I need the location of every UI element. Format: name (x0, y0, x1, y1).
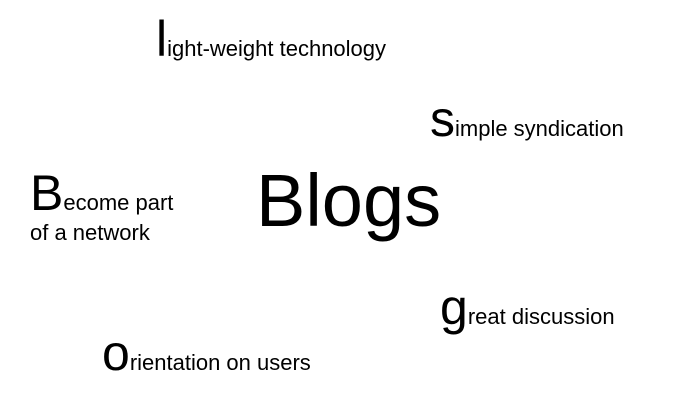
phrase-orientation-on-users: orientation on users (102, 328, 311, 378)
phrase-initial-letter: o (102, 325, 130, 381)
phrase-rest-text: rientation on users (129, 350, 311, 375)
phrase-rest-text: ecome part (63, 190, 174, 215)
center-word-blogs: Blogs (256, 159, 442, 242)
phrase-initial-letter: g (440, 279, 468, 335)
phrase-initial-letter: B (30, 165, 64, 221)
phrase-great-discussion: great discussion (440, 282, 615, 332)
phrase-initial-letter: l (156, 11, 168, 67)
phrase-second-line: of a network (30, 220, 150, 245)
phrase-rest-text: ight-weight technology (167, 36, 387, 61)
phrase-rest-text: imple syndication (455, 116, 624, 141)
phrase-simple-syndication: simple syndication (430, 94, 624, 144)
phrase-rest-text: reat discussion (467, 304, 615, 329)
phrase-light-weight-technology: light-weight technology (156, 14, 386, 64)
phrase-become-part-of-a-network: Become part of a network (30, 168, 173, 244)
phrase-initial-letter: s (430, 91, 455, 147)
